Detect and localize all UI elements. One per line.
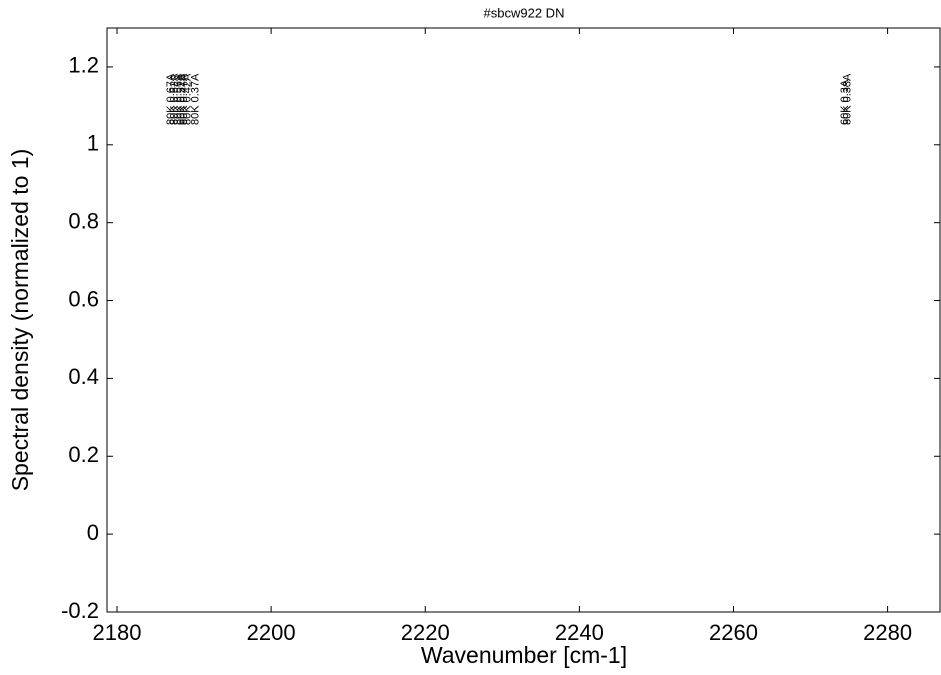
y-tick-label: 1.2 xyxy=(68,53,99,78)
y-tick-label: 1 xyxy=(87,131,99,156)
x-tick-label: 2220 xyxy=(401,620,450,645)
annotation: 80K 0.52A xyxy=(176,73,188,125)
x-tick-label: 2280 xyxy=(863,620,912,645)
annotation: 60K 0.3A xyxy=(839,79,851,125)
y-tick-label: 0 xyxy=(87,520,99,545)
plot-frame xyxy=(106,27,941,613)
y-tick-label: 0.6 xyxy=(68,286,99,311)
x-axis-label: Wavenumber [cm-1] xyxy=(421,642,627,668)
annotation: 80K 0.47A xyxy=(178,73,190,125)
y-axis-label: Spectral density (normalized to 1) xyxy=(7,149,33,492)
annotation: 80K 0.62A xyxy=(169,73,181,125)
x-tick-label: 2180 xyxy=(93,620,142,645)
x-tick-label: 2260 xyxy=(709,620,758,645)
annotation: 80K 0.67A xyxy=(165,73,177,125)
y-tick-label: -0.2 xyxy=(61,598,99,623)
annotation: 80K 0.37A xyxy=(189,73,201,125)
chart-title: #sbcw922 DN xyxy=(484,5,565,20)
x-tick-label: 2240 xyxy=(555,620,604,645)
x-tick-label: 2200 xyxy=(247,620,296,645)
annotation: 80K 0.57A xyxy=(172,73,184,125)
y-tick-label: 0.2 xyxy=(68,442,99,467)
y-tick-label: 0.8 xyxy=(68,208,99,233)
annotation: 80K 0.33A xyxy=(841,73,853,125)
y-tick-label: 0.4 xyxy=(68,364,99,389)
annotation: 80K 0.42A xyxy=(182,73,194,125)
